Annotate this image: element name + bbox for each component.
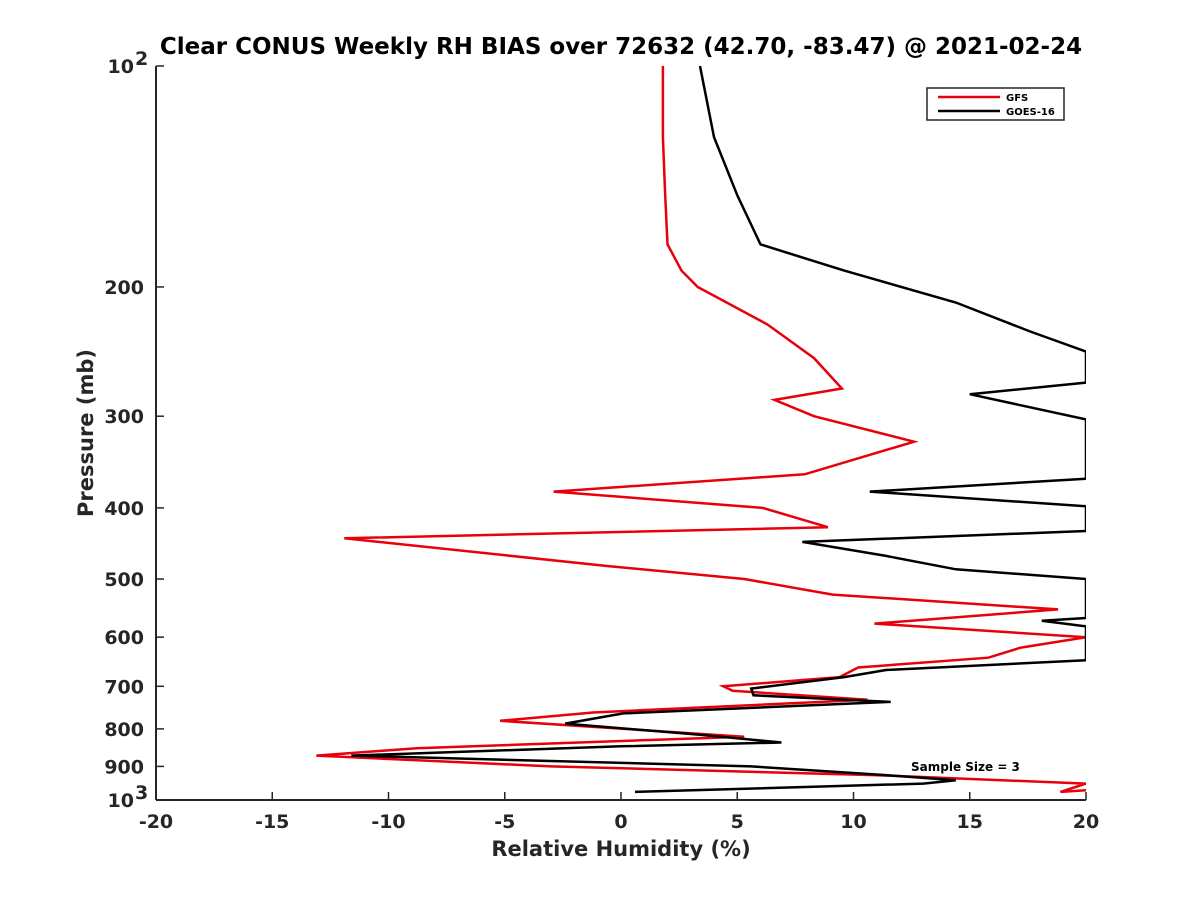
y-tick-exponent: 3 (135, 782, 148, 804)
x-tick-label: 10 (840, 811, 866, 833)
x-tick-label: -20 (139, 811, 173, 833)
series-line-gfs (316, 66, 1086, 794)
x-tick-label: 5 (731, 811, 744, 833)
x-tick-label: -5 (494, 811, 515, 833)
legend-box (926, 87, 1065, 121)
series-line-goes16 (351, 66, 1086, 794)
x-axis-ticks: -20 -15 -10 -5 0 5 10 15 20 (139, 792, 1099, 833)
y-tick-label: 500 (104, 569, 144, 591)
legend-label-goes16: GOES-16 (1006, 107, 1055, 118)
y-tick-label: 600 (104, 627, 144, 649)
y-tick-label: 400 (104, 498, 144, 520)
x-tick-label: 20 (1073, 811, 1099, 833)
x-tick-label: 15 (957, 811, 983, 833)
legend: GFS GOES-16 (926, 87, 1065, 121)
y-tick-label: 900 (104, 756, 144, 778)
chart-title: Clear CONUS Weekly RH BIAS over 72632 (4… (160, 34, 1082, 60)
x-tick-label: 0 (614, 811, 627, 833)
legend-label-gfs: GFS (1006, 93, 1028, 104)
y-tick-exponent: 2 (135, 48, 148, 70)
x-axis-label: Relative Humidity (%) (491, 837, 750, 861)
y-axis-label: Pressure (mb) (74, 349, 98, 517)
x-tick-label: -15 (255, 811, 289, 833)
plot-area (156, 66, 1086, 800)
y-tick-label: 200 (104, 277, 144, 299)
y-tick-label: 10 (108, 56, 134, 78)
series-layer (316, 66, 1086, 794)
y-tick-label: 300 (104, 406, 144, 428)
sample-size-annotation: Sample Size = 3 (911, 760, 1020, 774)
y-tick-label: 10 (108, 790, 134, 812)
y-tick-label: 700 (104, 676, 144, 698)
y-tick-label: 800 (104, 719, 144, 741)
x-tick-label: -10 (371, 811, 405, 833)
